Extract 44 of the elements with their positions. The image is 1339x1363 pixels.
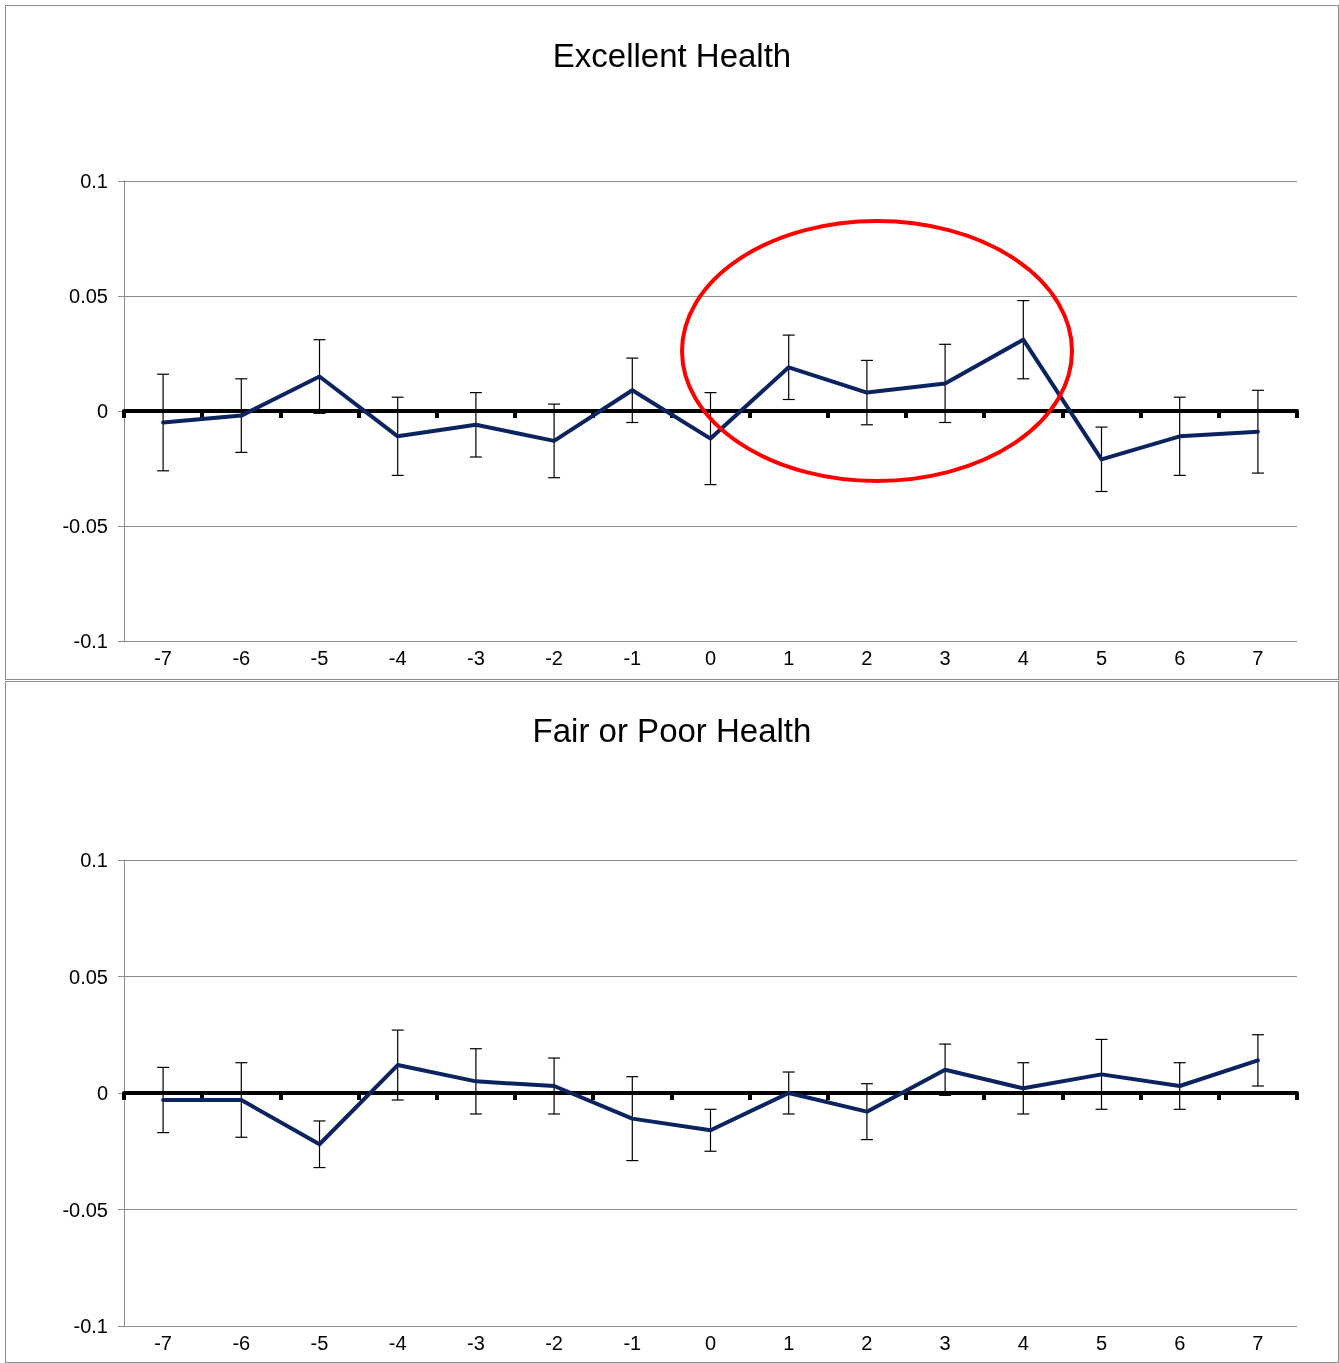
chart-title: Fair or Poor Health <box>532 712 812 749</box>
x-tick-label: -1 <box>623 1332 642 1354</box>
x-tick-label: 3 <box>939 1332 951 1354</box>
x-tick-label: 6 <box>1174 1332 1186 1354</box>
x-tick-label: -4 <box>388 1332 407 1354</box>
y-tick-label: 0 <box>96 400 108 422</box>
y-tick-label: -0.05 <box>62 515 108 537</box>
x-tick-label: 0 <box>704 1332 717 1354</box>
x-tick-label: -3 <box>467 1332 485 1354</box>
x-tick-label: 7 <box>1252 647 1264 669</box>
x-tick-label: 4 <box>1017 647 1029 669</box>
x-tick-label: 4 <box>1017 1332 1029 1354</box>
y-tick-label: 0.05 <box>69 285 108 307</box>
x-tick-label: -1 <box>623 647 642 669</box>
x-tick-label: 3 <box>939 647 951 669</box>
y-tick-label: -0.05 <box>62 1198 108 1221</box>
x-tick-label: 5 <box>1095 647 1108 669</box>
x-tick-label: -5 <box>310 647 329 669</box>
x-tick-label: -6 <box>232 1332 251 1354</box>
y-tick-label: 0 <box>96 1082 108 1104</box>
y-tick-label: 0.1 <box>80 170 108 192</box>
x-tick-label: -7 <box>154 647 172 669</box>
x-tick-label: 0 <box>704 647 717 669</box>
x-tick-label: -4 <box>388 647 407 669</box>
line-series <box>161 337 1260 462</box>
x-tick-label: 1 <box>783 1332 795 1354</box>
x-tick-label: -2 <box>545 1332 563 1354</box>
x-tick-label: 5 <box>1095 1332 1108 1354</box>
x-tick-label: 2 <box>861 1332 873 1354</box>
y-tick-label: -0.1 <box>73 1315 108 1337</box>
y-tick-label: 0.1 <box>80 849 108 871</box>
x-tick-label: -7 <box>154 1332 172 1354</box>
x-tick-label: 1 <box>783 647 795 669</box>
x-tick-label: 2 <box>861 647 873 669</box>
line-series <box>161 1058 1260 1147</box>
x-tick-label: -6 <box>232 647 251 669</box>
y-tick-label: -0.1 <box>73 630 108 652</box>
x-tick-label: 6 <box>1174 647 1186 669</box>
x-tick-label: -3 <box>467 647 485 669</box>
chart-title: Excellent Health <box>552 37 792 74</box>
y-tick-label: 0.05 <box>69 965 108 988</box>
x-tick-label: -5 <box>310 1332 329 1354</box>
x-tick-label: -2 <box>545 647 563 669</box>
x-tick-label: 7 <box>1252 1332 1264 1354</box>
